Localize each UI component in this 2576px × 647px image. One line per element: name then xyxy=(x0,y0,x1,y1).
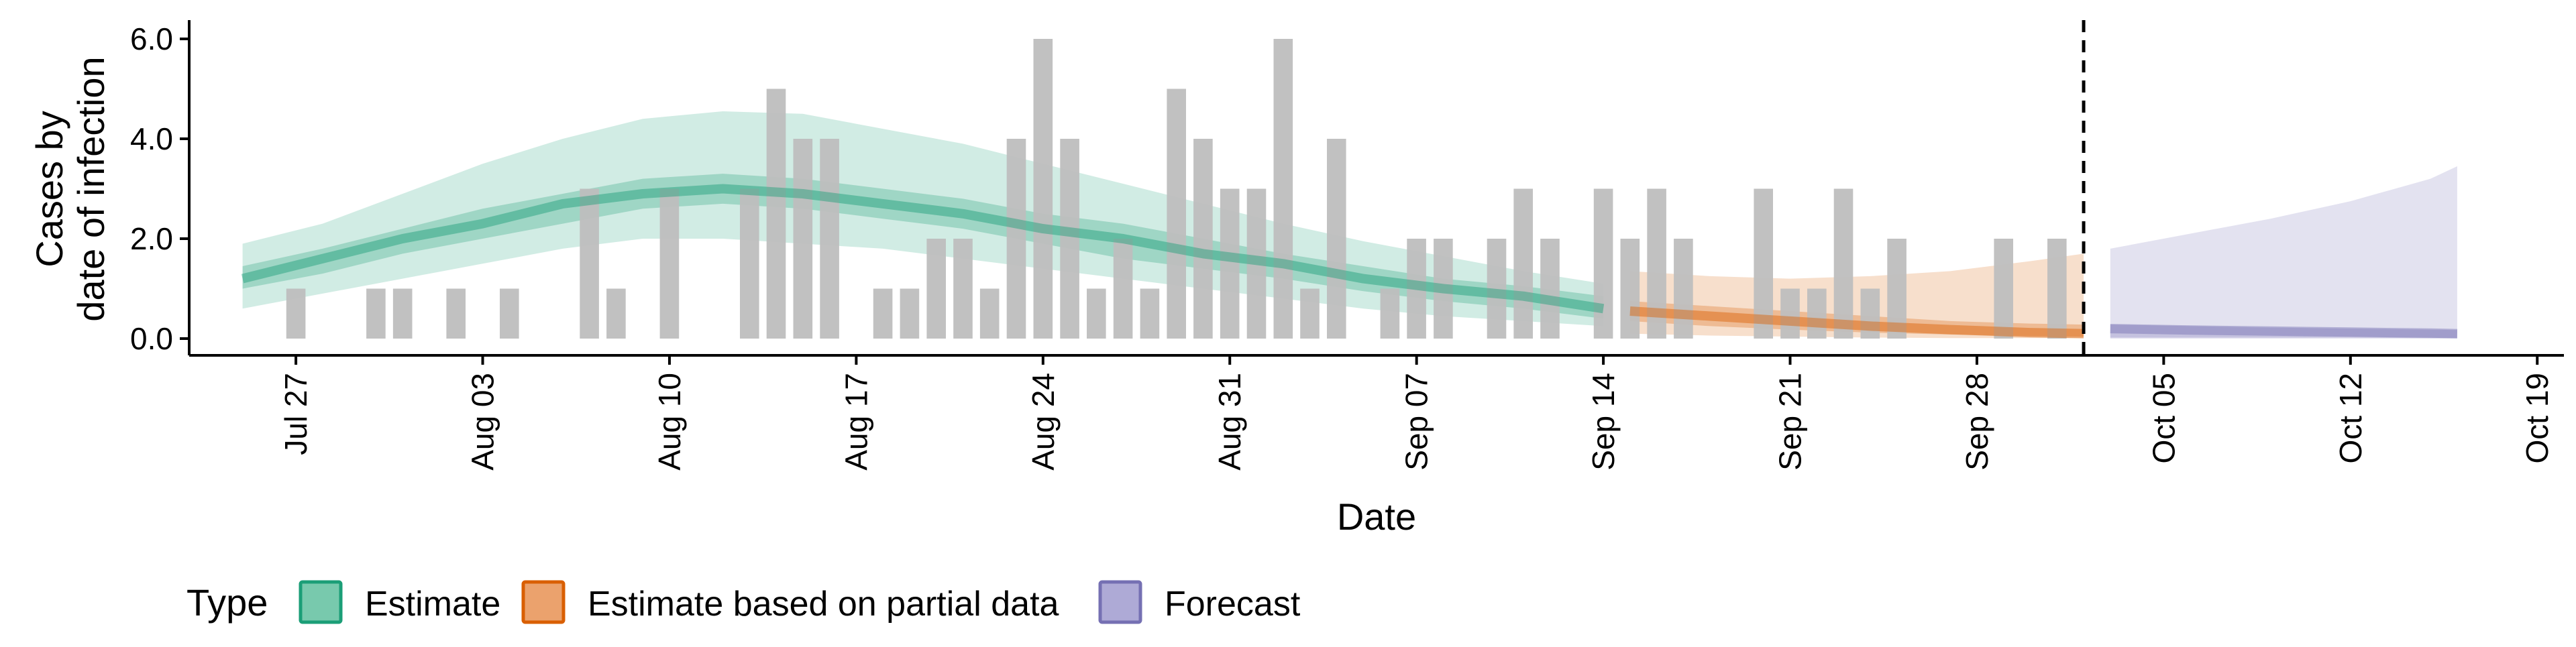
case-bar xyxy=(500,288,519,339)
case-bar xyxy=(1380,288,1400,339)
case-bar xyxy=(1487,239,1507,339)
legend-label: Estimate based on partial data xyxy=(588,585,1059,624)
y-tick-label: 2.0 xyxy=(130,221,173,256)
ribbon-layer xyxy=(242,111,2457,339)
legend-label: Forecast xyxy=(1165,585,1301,624)
estimate-partial-band-50 xyxy=(1629,301,2084,337)
estimate-median-line xyxy=(241,184,1605,314)
case-bar xyxy=(446,288,466,339)
x-tick-label: Sep 28 xyxy=(1960,373,1994,471)
x-tick-label: Sep 07 xyxy=(1399,373,1434,471)
case-bar xyxy=(1113,239,1133,339)
case-bar xyxy=(392,288,413,339)
case-bar xyxy=(606,288,626,339)
estimate-partial-median-line xyxy=(1629,306,2084,339)
case-bar xyxy=(1860,288,1880,339)
case-bar xyxy=(1434,239,1453,339)
x-tick-label: Oct 12 xyxy=(2333,373,2368,464)
legend-key-2 xyxy=(1098,580,1142,624)
case-bar xyxy=(1220,188,1240,339)
x-tick-label: Jul 27 xyxy=(278,373,313,455)
axes-layer: 0.0 2.0 4.0 6.0 Jul 27 Aug 03 Aug 10 Aug 17 Aug … xyxy=(28,20,2564,538)
x-axis-title: Date xyxy=(1337,495,1416,538)
forecast-median-line xyxy=(2110,324,2458,339)
case-bar xyxy=(953,239,973,339)
case-bar xyxy=(1246,188,1267,339)
case-bar xyxy=(1006,139,1026,339)
case-bar xyxy=(1620,239,1640,339)
bar-layer xyxy=(286,39,2067,339)
case-bar xyxy=(1193,139,1213,339)
estimate-partial-band-90 xyxy=(1629,253,2084,339)
legend-key-1 xyxy=(521,580,566,624)
y-axis-title-line: Cases by xyxy=(28,111,70,267)
x-tick-label: Oct 05 xyxy=(2146,373,2181,464)
case-bar xyxy=(366,288,386,339)
legend-label: Estimate xyxy=(365,585,500,624)
case-bar xyxy=(1060,139,1079,339)
case-bar xyxy=(1087,288,1106,339)
y-axis-title-line: date of infection xyxy=(70,56,112,321)
forecast-band-90 xyxy=(2110,166,2457,339)
y-tick-label: 0.0 xyxy=(130,321,173,356)
case-bar xyxy=(900,288,920,339)
forecast-band-50 xyxy=(2110,325,2457,339)
legend-title: Type xyxy=(186,581,268,624)
case-bar xyxy=(1167,89,1186,339)
x-tick-label: Aug 03 xyxy=(466,373,500,471)
case-bar xyxy=(580,188,599,339)
case-bar xyxy=(1674,239,1693,339)
case-bar xyxy=(793,139,813,339)
y-tick-label: 4.0 xyxy=(130,121,173,156)
case-bar xyxy=(926,239,946,339)
x-tick-label: Aug 31 xyxy=(1212,373,1247,471)
case-bar xyxy=(1994,239,2013,339)
case-bar xyxy=(979,288,1000,339)
case-bar xyxy=(1407,239,1426,339)
case-bar xyxy=(873,288,893,339)
x-tick-label: Sep 14 xyxy=(1586,373,1621,471)
case-bar xyxy=(1513,188,1533,339)
case-bar xyxy=(1327,139,1346,339)
x-tick-label: Aug 24 xyxy=(1026,373,1061,471)
case-bar xyxy=(286,288,306,339)
case-bar xyxy=(1780,288,1800,339)
case-bar xyxy=(1754,188,1773,339)
case-bar xyxy=(1300,288,1320,339)
x-tick-label: Oct 19 xyxy=(2520,373,2555,464)
case-bar xyxy=(1833,188,1854,339)
case-bar xyxy=(2047,239,2067,339)
case-bar xyxy=(659,188,680,339)
case-bar xyxy=(740,188,759,339)
y-tick-label: 6.0 xyxy=(130,21,173,56)
case-bar xyxy=(1540,239,1560,339)
case-bar xyxy=(1887,239,1907,339)
y-axis-title: Cases bydate of infection xyxy=(28,56,112,321)
legend-key-0 xyxy=(299,580,343,624)
case-bar xyxy=(1273,39,1293,339)
case-bar xyxy=(820,139,839,339)
legend: Type Estimate Estimate based on partial da… xyxy=(186,580,1301,624)
case-bar xyxy=(1033,39,1053,339)
x-tick-label: Aug 10 xyxy=(652,373,687,471)
case-bar xyxy=(1647,188,1666,339)
case-bar xyxy=(1140,288,1160,339)
median-line-layer xyxy=(241,184,2458,339)
case-bar xyxy=(766,89,786,339)
case-bar xyxy=(1593,188,1613,339)
case-bar xyxy=(1807,288,1827,339)
x-tick-label: Aug 17 xyxy=(839,373,873,471)
x-tick-label: Sep 21 xyxy=(1773,373,1808,471)
